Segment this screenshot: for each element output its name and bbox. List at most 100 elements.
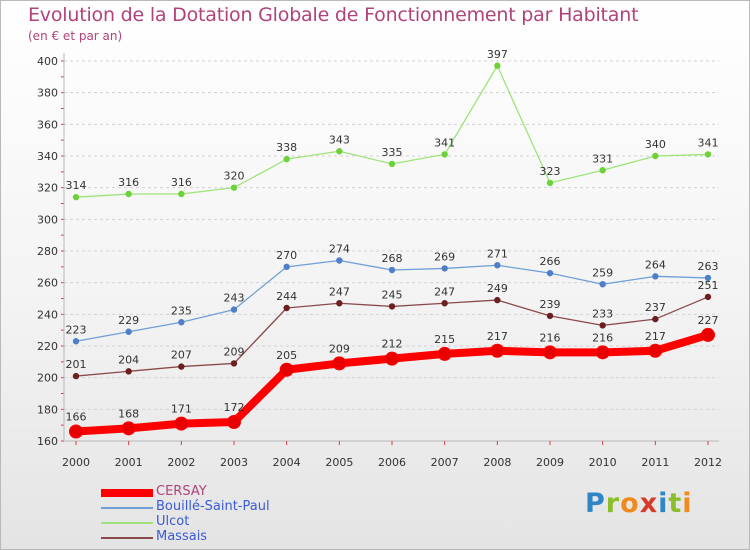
legend-item: Bouillé-Saint-Paul <box>101 500 321 515</box>
data-point <box>174 416 189 431</box>
data-point <box>599 281 606 288</box>
axes: 160 180 200 220 240 260 280 300 320 340 360 380 400 2… <box>37 53 722 469</box>
x-tick-label: 2008 <box>483 456 511 469</box>
x-tick-label: 2005 <box>325 456 353 469</box>
data-point <box>388 266 396 274</box>
data-label: 216 <box>540 331 561 344</box>
logo-letter: o <box>620 488 640 519</box>
chart-title: Evolution de la Dotation Globale de Fonc… <box>28 4 639 26</box>
data-label: 223 <box>66 323 87 336</box>
logo-letter: x <box>639 488 659 519</box>
proxiti-logo: Proxiti <box>585 488 693 519</box>
data-point <box>332 356 347 371</box>
y-tick-label: 280 <box>37 245 58 258</box>
data-label: 247 <box>434 285 455 298</box>
x-tick-label: 2004 <box>273 456 301 469</box>
legend-swatch <box>101 489 153 497</box>
data-label: 217 <box>645 330 666 343</box>
data-point <box>704 274 712 282</box>
data-label: 341 <box>434 136 455 149</box>
data-point <box>543 345 557 360</box>
y-tick-label: 380 <box>37 87 58 100</box>
legend-swatch <box>101 507 153 509</box>
x-tick-label: 2009 <box>536 456 564 469</box>
data-point <box>546 269 554 277</box>
data-point <box>704 293 712 301</box>
data-point <box>336 257 343 264</box>
logo-letter: i <box>658 488 669 519</box>
data-label: 207 <box>171 349 192 362</box>
data-label: 263 <box>698 260 719 273</box>
data-label: 209 <box>329 342 350 355</box>
x-tick-label: 2000 <box>62 456 90 469</box>
data-label: 212 <box>382 338 403 351</box>
x-tick-label: 2012 <box>694 456 722 469</box>
data-point <box>72 338 80 345</box>
y-tick-label: 160 <box>37 435 58 448</box>
data-point <box>652 315 659 323</box>
data-label: 251 <box>698 279 719 292</box>
data-label: 316 <box>171 176 192 189</box>
data-label: 274 <box>329 243 350 256</box>
data-point <box>69 424 83 439</box>
data-point <box>595 345 610 360</box>
y-tick-label: 180 <box>37 403 58 416</box>
data-point <box>701 327 715 342</box>
legend: CERSAY Bouillé-Saint-Paul Ulcot Massais <box>101 485 321 545</box>
data-label: 235 <box>171 304 192 317</box>
data-label: 243 <box>224 292 245 305</box>
data-label: 340 <box>645 138 666 151</box>
data-point <box>490 343 505 358</box>
data-label: 338 <box>276 141 297 154</box>
data-label: 204 <box>118 353 139 366</box>
y-tick-label: 360 <box>37 118 58 131</box>
data-point <box>72 372 80 380</box>
data-label: 166 <box>66 411 87 424</box>
data-label: 233 <box>592 307 613 320</box>
data-point <box>230 184 238 191</box>
logo-letter: t <box>668 488 683 519</box>
legend-label: Massais <box>156 529 208 544</box>
data-point <box>437 346 452 361</box>
data-point <box>283 155 290 163</box>
data-point <box>230 360 238 367</box>
logo-letter: r <box>605 488 621 519</box>
y-tick-label: 300 <box>37 213 58 226</box>
series-group <box>69 62 715 439</box>
data-point <box>121 421 136 436</box>
data-point <box>599 167 606 174</box>
data-label: 201 <box>66 358 87 371</box>
data-label: 244 <box>276 290 297 303</box>
data-label: 271 <box>487 247 508 260</box>
data-label: 320 <box>224 170 245 183</box>
data-label: 168 <box>118 407 139 420</box>
data-point <box>125 368 132 375</box>
data-point <box>441 265 448 272</box>
data-point <box>178 319 185 326</box>
data-point <box>125 190 132 198</box>
y-tick-label: 200 <box>37 372 58 385</box>
data-point <box>546 312 554 320</box>
y-tick-label: 220 <box>37 340 58 353</box>
data-label: 259 <box>592 266 613 279</box>
logo-letter: P <box>585 488 606 519</box>
legend-item: CERSAY <box>101 485 321 500</box>
data-point <box>441 300 448 307</box>
data-point <box>652 152 659 160</box>
x-tick-label: 2006 <box>378 456 406 469</box>
data-label: 215 <box>434 333 455 346</box>
data-point <box>494 296 501 304</box>
data-point <box>494 262 501 269</box>
data-label: 341 <box>698 136 719 149</box>
data-label: 331 <box>592 152 613 165</box>
data-point <box>599 322 606 329</box>
y-tick-label: 340 <box>37 150 58 163</box>
legend-item: Massais <box>101 530 321 545</box>
data-label: 245 <box>382 288 403 301</box>
y-tick-label: 320 <box>37 182 58 195</box>
data-point <box>441 151 448 158</box>
data-label: 171 <box>171 403 192 416</box>
data-label: 269 <box>434 250 455 263</box>
legend-label: Bouillé-Saint-Paul <box>156 499 270 514</box>
